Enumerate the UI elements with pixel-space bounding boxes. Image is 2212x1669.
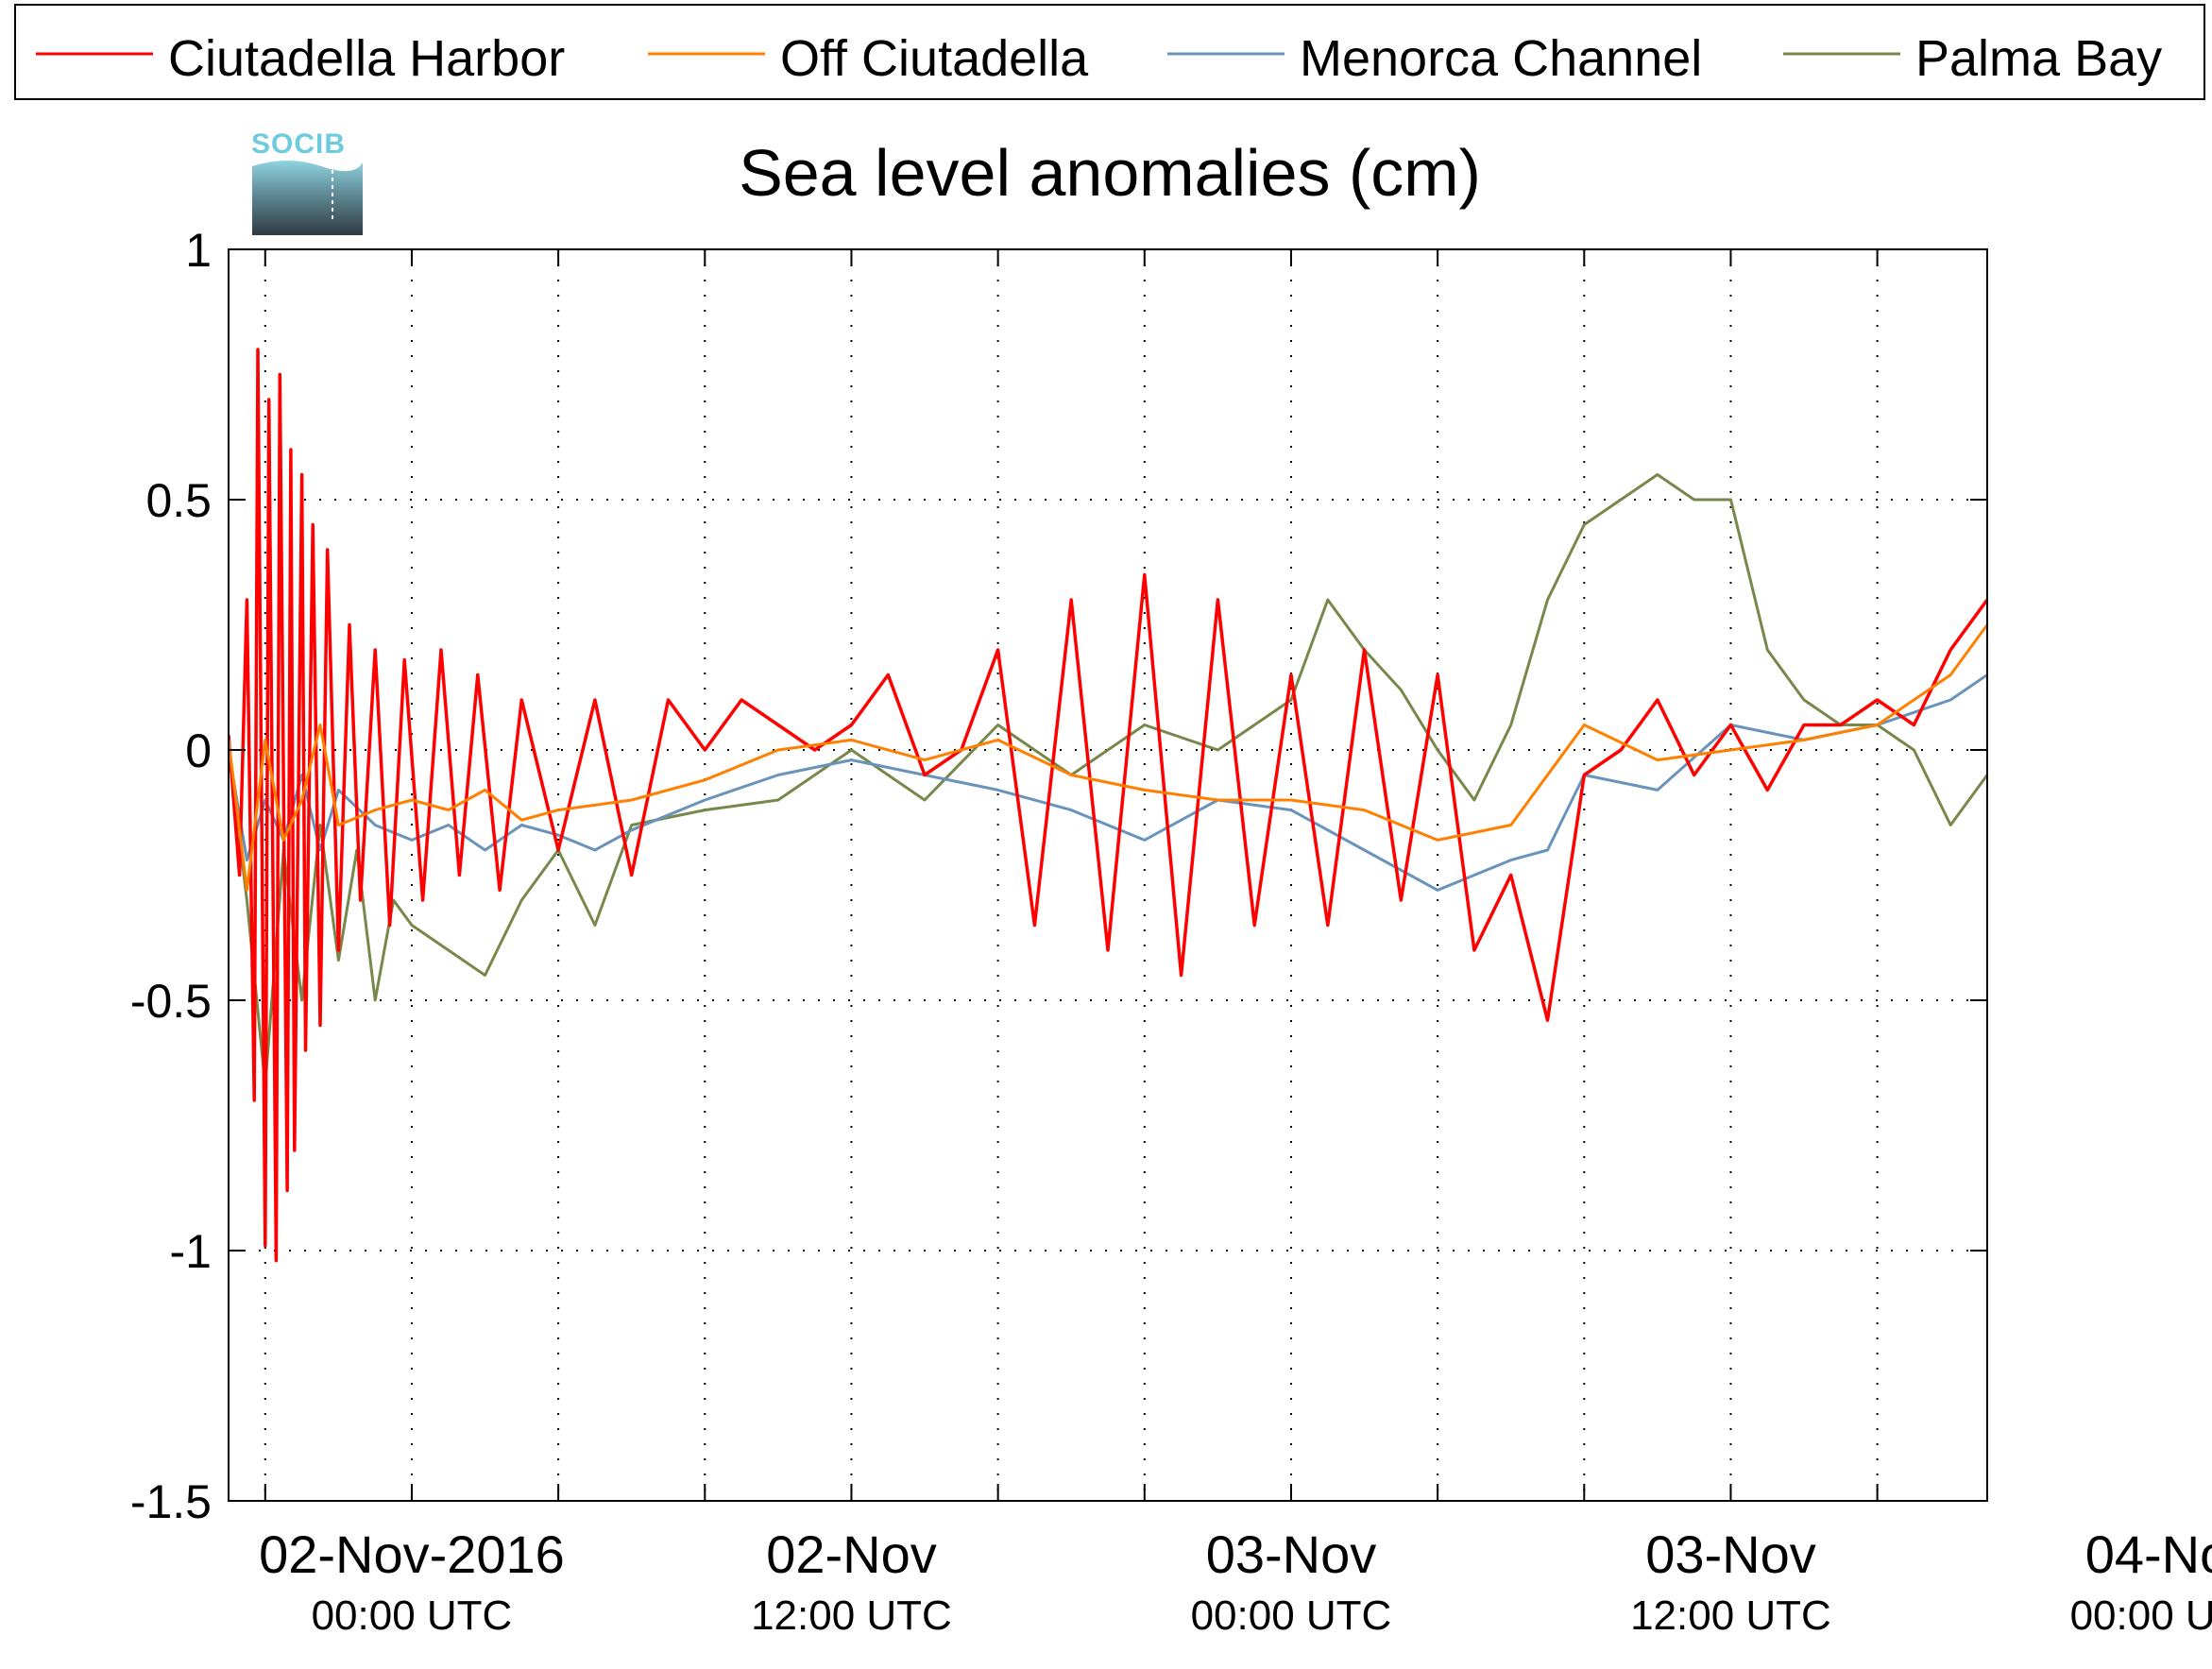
plot-area: -1.5 -1 -0.5 0 0.5 1 02-Nov-2016 00:00 UTC 02-No…	[130, 224, 2212, 1639]
plot-frame-bg	[229, 249, 1987, 1501]
axis-ticks: -1.5 -1 -0.5 0 0.5 1 02-Nov-2016 00:00 UTC 02-No…	[130, 224, 2212, 1639]
y-tick-label: 0	[185, 724, 212, 777]
y-tick-label: -1	[170, 1225, 212, 1278]
x-tick-sublabel: 00:00 UTC	[1191, 1592, 1392, 1639]
y-tick-label: 1	[185, 224, 212, 277]
x-tick-label: 03-Nov	[1206, 1524, 1377, 1584]
grid	[229, 249, 1987, 1501]
series-line-menorca-channel	[229, 673, 1987, 892]
chart-title: Sea level anomalies (cm)	[739, 136, 1481, 210]
plot-frame	[228, 248, 1988, 1502]
series-line-off-ciutadella	[229, 623, 1987, 892]
x-tick-label: 02-Nov	[766, 1524, 937, 1584]
x-tick-sublabel: 12:00 UTC	[751, 1592, 952, 1639]
series-line-ciutadella-harbor	[229, 348, 1987, 1263]
x-tick-sublabel: 12:00 UTC	[1630, 1592, 1831, 1639]
y-tick-label: -0.5	[130, 975, 212, 1028]
legend-label-off-ciutadella: Off Ciutadella	[780, 30, 1089, 87]
legend-label-menorca-channel: Menorca Channel	[1300, 30, 1702, 87]
legend: Ciutadella Harbor Off Ciutadella Menorca…	[14, 4, 2205, 100]
logo-wave-panel	[252, 161, 363, 235]
y-tick-label: 0.5	[145, 474, 212, 527]
x-tick-sublabel: 00:00 UTC	[2070, 1592, 2212, 1639]
series-lines	[229, 348, 1987, 1263]
legend-box	[14, 4, 2205, 100]
x-tick-label: 03-Nov	[1645, 1524, 1816, 1584]
x-tick-label: 04-Nov	[2085, 1524, 2212, 1584]
x-tick-sublabel: 00:00 UTC	[312, 1592, 513, 1639]
legend-label-ciutadella-harbor: Ciutadella Harbor	[168, 30, 565, 87]
logo-text: SOCIB	[251, 128, 346, 160]
legend-label-palma-bay: Palma Bay	[1915, 30, 2162, 87]
x-tick-label: 02-Nov-2016	[259, 1524, 565, 1584]
y-tick-label: -1.5	[130, 1475, 212, 1528]
socib-logo: SOCIB	[251, 128, 363, 235]
